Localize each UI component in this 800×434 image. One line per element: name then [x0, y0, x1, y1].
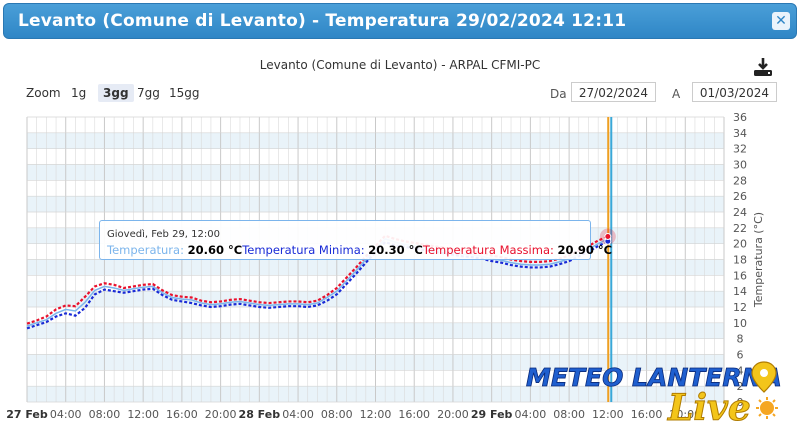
x-tick-label: 20:00	[205, 408, 237, 421]
range-from-label: Da	[550, 87, 567, 101]
y-tick-label: 20	[733, 238, 747, 251]
x-tick-label: 27 Feb	[6, 408, 48, 421]
sun-icon	[756, 397, 778, 419]
x-tick-label: 12:00	[360, 408, 392, 421]
zoom-1g-button[interactable]: 1g	[71, 86, 87, 100]
x-tick-label: 04:00	[50, 408, 82, 421]
x-tick-label: 12:00	[127, 408, 159, 421]
map-pin-icon	[751, 361, 777, 393]
y-tick-label: 36	[733, 111, 747, 124]
tooltip-values: Temperatura: 20.60 °CTemperatura Minima:…	[107, 243, 613, 257]
hover-point	[604, 233, 612, 241]
tooltip-temp-label: Temperatura	[107, 243, 181, 257]
tooltip-temp-value: 20.60 °C	[187, 243, 243, 257]
y-tick-label: 30	[733, 159, 747, 172]
x-tick-label: 08:00	[553, 408, 585, 421]
close-icon[interactable]: ✕	[772, 12, 790, 30]
zoom-7gg-button[interactable]: 7gg	[137, 86, 160, 100]
window-titlebar: Levanto (Comune di Levanto) - Temperatur…	[3, 3, 797, 39]
series-line-temperatura	[26, 238, 609, 327]
range-from-input[interactable]: 27/02/2024	[571, 82, 656, 102]
y-tick-label: 12	[733, 301, 747, 314]
x-tick-label: 12:00	[592, 408, 624, 421]
meteo-lanterna-logo: METEO LANTERNA Live	[526, 361, 782, 426]
y-tick-label: 28	[733, 174, 747, 187]
y-tick-label: 6	[737, 349, 744, 362]
x-tick-label: 20:00	[437, 408, 469, 421]
logo-line1: METEO LANTERNA	[526, 363, 782, 392]
x-tick-label: 04:00	[515, 408, 547, 421]
y-tick-label: 8	[737, 333, 744, 346]
x-tick-label: 16:00	[398, 408, 430, 421]
x-tick-label: 08:00	[89, 408, 121, 421]
y-tick-label: 24	[733, 206, 747, 219]
x-tick-label: 04:00	[282, 408, 314, 421]
tooltip-max-label: Temperatura Massima	[422, 243, 550, 257]
logo-line2: Live	[667, 387, 751, 426]
x-tick-label: 28 Feb	[239, 408, 281, 421]
y-tick-label: 4	[737, 364, 744, 377]
tooltip-min-value: 20.30 °C	[368, 243, 423, 257]
x-tick-label: 16:00	[166, 408, 198, 421]
tooltip-max-value: 20.90 °C	[557, 243, 613, 257]
tooltip-header: Giovedì, Feb 29, 12:00	[107, 229, 220, 240]
window-title: Levanto (Comune di Levanto) - Temperatur…	[18, 11, 627, 31]
y-tick-label: 14	[733, 285, 747, 298]
series-line-temperatura-minima	[26, 240, 609, 330]
y-tick-label: 10	[733, 317, 747, 330]
y-tick-label: 26	[733, 190, 747, 203]
x-tick-label: 29 Feb	[471, 408, 513, 421]
x-tick-label: 16:00	[631, 408, 663, 421]
range-to-label: A	[672, 87, 681, 101]
zoom-15gg-button[interactable]: 15gg	[169, 86, 200, 100]
download-icon[interactable]	[752, 56, 774, 78]
zoom-3gg-button[interactable]: 3gg	[98, 84, 134, 102]
y-tick-label: 32	[733, 143, 747, 156]
y-axis-title: Temperatura (°C)	[752, 212, 765, 308]
x-tick-label: 08:00	[321, 408, 353, 421]
y-tick-label: 18	[733, 254, 747, 267]
chart-subtitle: Levanto (Comune di Levanto) - ARPAL CFMI…	[259, 58, 541, 72]
zoom-label: Zoom	[26, 86, 61, 100]
y-tick-label: 0	[737, 396, 744, 409]
tooltip-min-label: Temperatura Minima	[242, 243, 361, 257]
range-to-input[interactable]: 01/03/2024	[692, 82, 777, 102]
x-tick-label: 20:00	[669, 408, 701, 421]
y-tick-label: 22	[733, 222, 747, 235]
chart-tooltip: Giovedì, Feb 29, 12:00 Temperatura: 20.6…	[99, 220, 612, 260]
y-tick-label: 16	[733, 269, 747, 282]
y-tick-label: 34	[733, 127, 747, 140]
y-tick-label: 2	[737, 380, 744, 393]
